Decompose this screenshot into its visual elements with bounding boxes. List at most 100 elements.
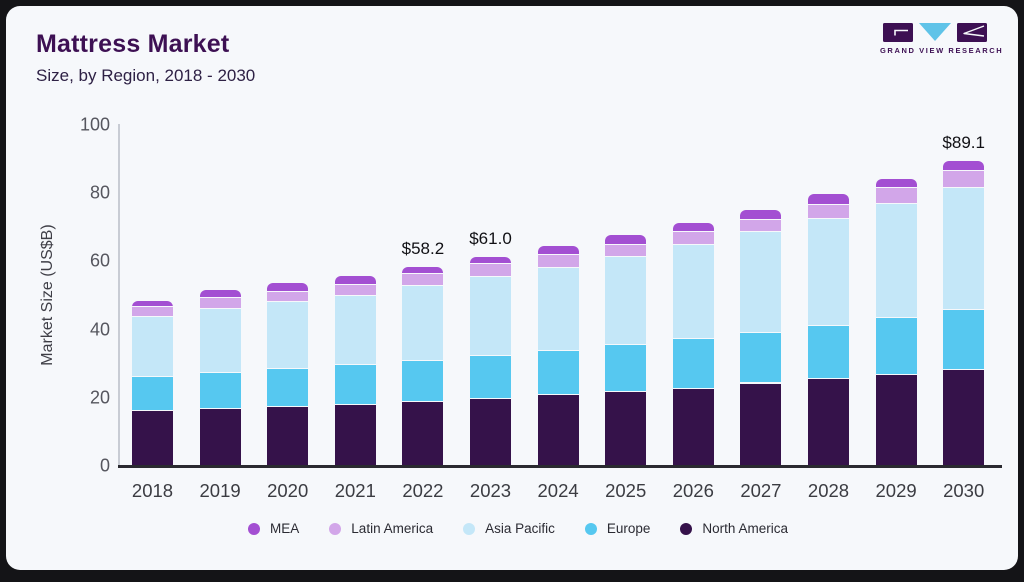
bar-segment-2022-asia-pacific [402,286,444,361]
y-tick-label-80: 80 [89,182,110,203]
bar-segment-2018-europe [132,377,173,412]
bar-segment-2030-europe [943,309,985,370]
y-tick-label-40: 40 [89,319,110,340]
bar-segment-2024-latin-america [537,254,579,269]
y-axis-title: Market Size (US$B) [39,223,56,366]
bar-segment-2019-north-america [199,409,241,465]
bar-segment-2020-north-america [267,406,309,465]
bar-segment-2018-latin-america [132,307,173,317]
legend-dot-latin-america [329,522,342,535]
bar-segment-2029-mea [875,178,917,189]
bar-segment-2023-europe [470,355,511,399]
bar-segment-2018-mea [132,300,173,308]
x-axis-label-2029: 2029 [875,480,917,501]
bar-segment-2025-latin-america [605,244,647,257]
bar-segment-2029-latin-america [875,188,917,205]
total-label-2030: $89.1 [942,133,985,153]
bar-segment-2026-europe [672,339,714,389]
bar-segment-2025-europe [605,345,647,392]
bar-segment-2026-latin-america [672,232,714,246]
legend-item-europe: Europe [584,521,651,536]
bar-segment-2021-mea [334,275,376,286]
bar-segment-2028-europe [808,325,849,380]
x-axis-label-2024: 2024 [537,480,579,501]
legend-label: Asia Pacific [485,521,555,536]
legend-item-latin-america: Latin America [329,521,433,536]
bar-segment-2020-mea [267,283,309,293]
x-axis-line [118,465,1002,468]
bar-segment-2020-latin-america [267,292,309,303]
legend-label: North America [702,521,788,536]
bar-segment-2023-latin-america [470,264,511,278]
x-axis-label-2020: 2020 [267,480,309,501]
bar-segment-2019-mea [199,290,241,298]
bar-segment-2030-north-america [943,369,985,465]
bar-segment-2030-asia-pacific [943,188,985,310]
bar-segment-2027-asia-pacific [740,232,782,334]
bar-segment-2023-mea [470,256,511,265]
bar-segment-2023-north-america [470,398,511,465]
x-axis-label-2019: 2019 [199,480,241,501]
bar-segment-2028-mea [808,194,849,206]
bar-segment-2028-latin-america [808,205,849,220]
legend-dot-europe [584,522,597,535]
bar-segment-2021-asia-pacific [334,295,376,366]
legend-item-mea: MEA [248,521,299,536]
chart-card: Mattress Market Size, by Region, 2018 - … [6,6,1018,570]
x-axis-label-2023: 2023 [469,480,512,501]
bar-segment-2022-mea [402,266,444,275]
bar-segment-2027-north-america [740,383,782,465]
bar-segment-2018-asia-pacific [132,316,173,378]
bar-segment-2024-mea [537,246,579,255]
legend-item-asia-pacific: Asia Pacific [463,521,555,536]
stacked-bar-chart: Market Size (US$B) 0 20 40 60 80 100 2018 2019 2… [6,6,1024,582]
bar-segment-2025-north-america [605,392,647,465]
bar-segment-2019-latin-america [199,297,241,309]
bar-segment-2024-asia-pacific [537,268,579,352]
bar-segment-2029-asia-pacific [875,204,917,318]
gvr-logo-mark [883,23,987,42]
x-axis-label-2026: 2026 [672,480,714,501]
bar-segment-2020-asia-pacific [267,302,309,370]
legend-label: Europe [606,521,651,536]
bar-segment-2029-north-america [875,374,917,465]
page-subtitle: Size, by Region, 2018 - 2030 [36,66,256,85]
bar-segment-2024-north-america [537,394,579,465]
legend-dot-mea [248,522,261,535]
x-axis-label-2027: 2027 [740,480,782,501]
bar-segment-2022-latin-america [402,274,444,287]
bar-segment-2024-europe [537,351,579,395]
chart-legend: MEA Latin America Asia Pacific Europe North … [6,521,1024,536]
bar-segment-2025-asia-pacific [605,256,647,346]
bar-segment-2026-asia-pacific [672,245,714,340]
bar-segment-2030-latin-america [943,170,985,189]
bar-segment-2030-mea [943,161,985,171]
x-axis-label-2022: 2022 [402,480,444,501]
legend-dot-asia-pacific [463,522,476,535]
bar-segment-2021-latin-america [334,285,376,296]
x-axis-label-2030: 2030 [943,480,985,501]
bar-segment-2027-europe [740,333,782,384]
bar-segment-2022-north-america [402,401,444,465]
total-label-2023: $61.0 [469,228,512,248]
bar-segment-2021-north-america [334,404,376,465]
bar-segment-2027-mea [740,209,782,221]
bar-segment-2021-europe [334,365,376,405]
x-axis-label-2025: 2025 [605,480,647,501]
bar-segment-2023-asia-pacific [470,277,511,356]
bar-segment-2022-europe [402,360,444,402]
bar-segment-2019-asia-pacific [199,308,241,373]
y-tick-label-60: 60 [89,250,110,271]
legend-dot-north-america [680,522,693,535]
bar-segment-2028-north-america [808,379,849,465]
y-tick-label-20: 20 [89,387,110,408]
x-axis-label-2028: 2028 [807,480,850,501]
bar-segment-2028-asia-pacific [808,219,849,326]
gvr-logo: GRAND VIEW RESEARCH [880,22,1004,55]
total-label-2022: $58.2 [401,238,445,258]
y-axis-line [118,124,120,465]
x-axis-label-2018: 2018 [131,480,174,501]
y-tick-label-100: 100 [79,114,110,135]
gvr-brand-text: GRAND VIEW RESEARCH [880,46,1004,55]
bar-segment-2019-europe [199,372,241,410]
